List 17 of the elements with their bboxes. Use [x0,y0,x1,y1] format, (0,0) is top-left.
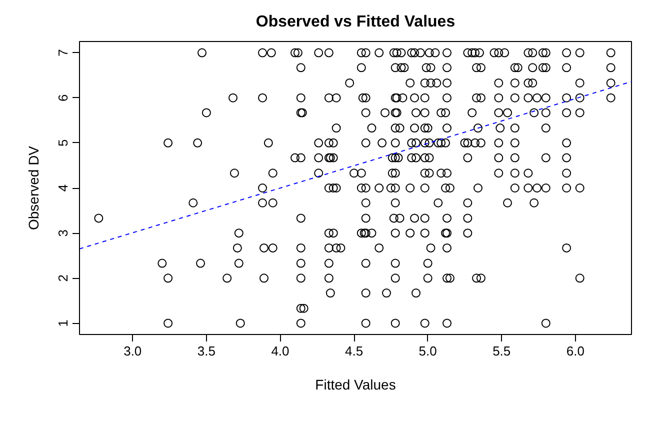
chart-title: Observed vs Fitted Values [256,14,456,30]
y-axis-title: Observed DV [26,145,42,230]
y-tick-label: 3 [56,229,70,237]
x-tick-label: 6.0 [566,344,584,358]
x-tick-label: 5.5 [492,344,511,358]
x-tick-label: 5.0 [418,344,437,358]
x-axis-title: Fitted Values [315,376,396,392]
y-tick-label: 1 [56,320,70,327]
y-tick-label: 2 [56,274,70,282]
y-tick-label: 4 [56,184,70,192]
x-tick-label: 3.5 [197,344,216,358]
y-tick-label: 6 [56,94,70,102]
y-tick-label: 5 [56,139,70,147]
x-tick-label: 4.5 [344,344,364,358]
y-tick-label: 7 [56,49,70,56]
x-tick-label: 4.0 [271,344,290,358]
x-tick-label: 3.0 [124,344,142,358]
